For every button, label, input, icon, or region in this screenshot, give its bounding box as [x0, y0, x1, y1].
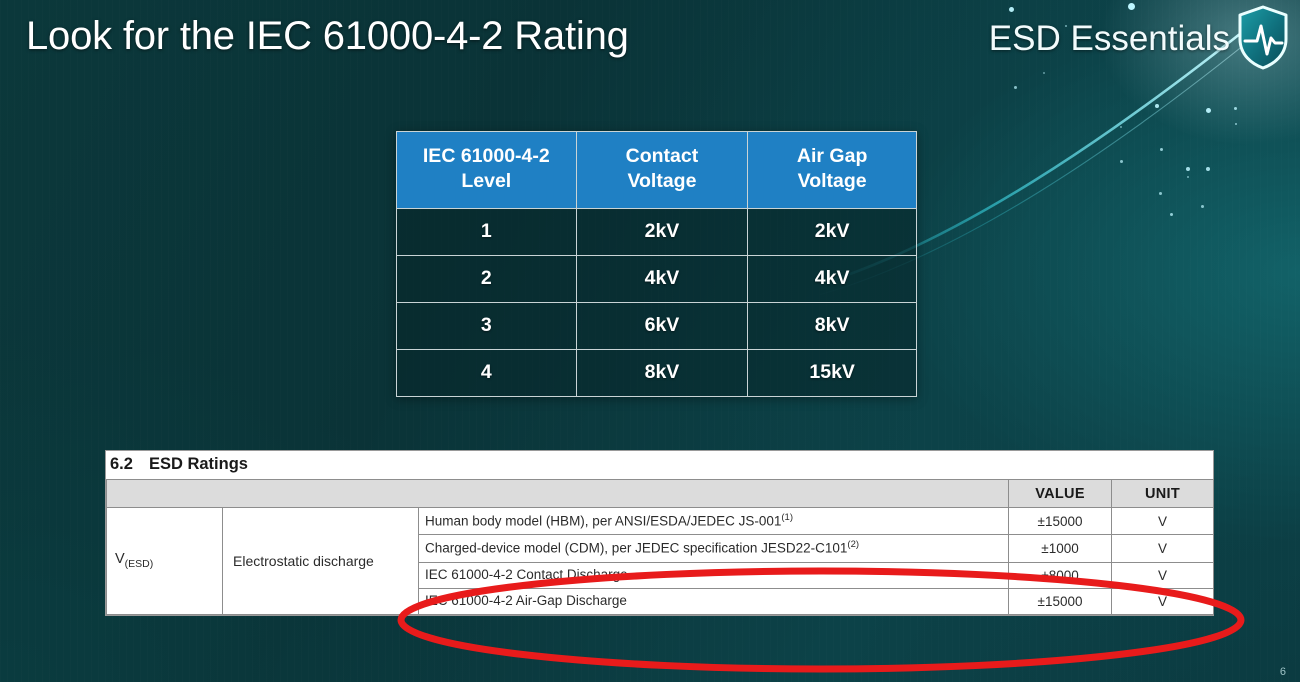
- shield-heartbeat-icon: [1238, 5, 1288, 70]
- page-title: Look for the IEC 61000-4-2 Rating: [26, 14, 629, 58]
- column-header-value: VALUE: [1008, 479, 1113, 508]
- particle-dot: [1201, 205, 1204, 208]
- description-text: Human body model (HBM), per ANSI/ESDA/JE…: [425, 513, 782, 529]
- particle-dot: [1234, 107, 1237, 110]
- cell-description: Human body model (HBM), per ANSI/ESDA/JE…: [417, 506, 1010, 536]
- column-header-contact-line1: Contact: [625, 145, 699, 167]
- cell-airgap: 15kV: [747, 348, 917, 397]
- particle-dot: [1170, 213, 1173, 216]
- table-header-row: IEC 61000-4-2 Level Contact Voltage Air …: [396, 131, 917, 209]
- cell-value: ±15000: [1008, 506, 1113, 536]
- symbol-text: V: [115, 551, 125, 568]
- particle-dot: [1043, 72, 1045, 74]
- particle-dot: [1120, 126, 1122, 128]
- cell-contact: 8kV: [575, 348, 749, 397]
- brand-title: ESD Essentials: [988, 19, 1230, 58]
- cell-level: 2: [396, 254, 577, 303]
- cell-symbol: V(ESD): [106, 507, 223, 615]
- column-header-airgap-line1: Air Gap: [796, 145, 868, 167]
- particle-dot: [1186, 167, 1190, 171]
- cell-level: 1: [396, 207, 577, 256]
- column-header-level-line1: IEC 61000-4-2: [422, 145, 550, 167]
- cell-description: Charged-device model (CDM), per JEDEC sp…: [417, 534, 1010, 563]
- particle-dot: [1206, 108, 1211, 113]
- cell-level: 4: [396, 348, 577, 397]
- column-header-airgap-line2: Voltage: [797, 169, 867, 192]
- datasheet-excerpt: 6.2 ESD Ratings VALUE UNIT V(ESD): [105, 450, 1215, 616]
- column-header-contact: Contact Voltage: [575, 131, 749, 209]
- cell-unit: V: [1111, 587, 1215, 615]
- cell-airgap: 8kV: [747, 301, 917, 350]
- datasheet-section-heading: 6.2 ESD Ratings: [106, 451, 1213, 479]
- cell-contact: 4kV: [575, 254, 749, 303]
- cell-value: ±15000: [1008, 587, 1113, 615]
- particle-dot: [1235, 123, 1237, 125]
- particle-dot: [1155, 104, 1159, 108]
- brand-lockup: ESD Essentials: [988, 5, 1290, 71]
- column-header-contact-line2: Voltage: [627, 169, 697, 192]
- column-header-level: IEC 61000-4-2 Level: [396, 131, 577, 209]
- description-text: Charged-device model (CDM), per JEDEC sp…: [425, 540, 848, 556]
- cell-description: IEC 61000-4-2 Contact Discharge: [417, 561, 1010, 589]
- table-row: 4 8kV 15kV: [396, 348, 917, 397]
- particle-dot: [1160, 148, 1163, 151]
- cell-contact: 6kV: [575, 301, 749, 350]
- table-row: 3 6kV 8kV: [396, 301, 917, 350]
- particle-dot: [1187, 176, 1189, 178]
- iec-level-table: IEC 61000-4-2 Level Contact Voltage Air …: [396, 131, 917, 397]
- particle-dot: [1159, 192, 1162, 195]
- particle-dot: [1014, 86, 1017, 89]
- table-row: V(ESD) Electrostatic discharge Human bod…: [106, 506, 1215, 615]
- cell-value: ±1000: [1008, 534, 1113, 563]
- cell-description: IEC 61000-4-2 Air-Gap Discharge: [417, 587, 1010, 615]
- particle-dot: [1206, 167, 1210, 171]
- description-footnote: (1): [781, 512, 794, 523]
- cell-value: ±8000: [1008, 561, 1113, 589]
- cell-contact: 2kV: [575, 207, 749, 256]
- cell-unit: V: [1111, 506, 1215, 536]
- table-row: 1 2kV 2kV: [396, 207, 917, 256]
- section-number: 6.2: [110, 455, 133, 473]
- table-header-row: VALUE UNIT: [105, 479, 1215, 508]
- cell-parameter: Electrostatic discharge: [222, 507, 419, 615]
- section-title: ESD Ratings: [148, 455, 248, 473]
- symbol-subscript: (ESD): [124, 558, 154, 571]
- cell-unit: V: [1111, 534, 1215, 563]
- column-header-level-line2: Level: [461, 169, 512, 192]
- cell-level: 3: [396, 301, 577, 350]
- column-header-unit: UNIT: [1111, 479, 1215, 508]
- column-header-blank: [105, 479, 1010, 508]
- cell-unit: V: [1111, 561, 1215, 589]
- esd-ratings-table: VALUE UNIT V(ESD) Electrostatic discharg…: [105, 479, 1215, 615]
- description-footnote: (2): [847, 539, 860, 551]
- cell-airgap: 4kV: [747, 254, 917, 303]
- column-header-airgap: Air Gap Voltage: [747, 131, 917, 209]
- page-number: 6: [1279, 666, 1286, 678]
- particle-dot: [1120, 160, 1123, 163]
- table-row: 2 4kV 4kV: [396, 254, 917, 303]
- cell-airgap: 2kV: [747, 207, 917, 256]
- table-row: Charged-device model (CDM), per JEDEC sp…: [107, 534, 1215, 563]
